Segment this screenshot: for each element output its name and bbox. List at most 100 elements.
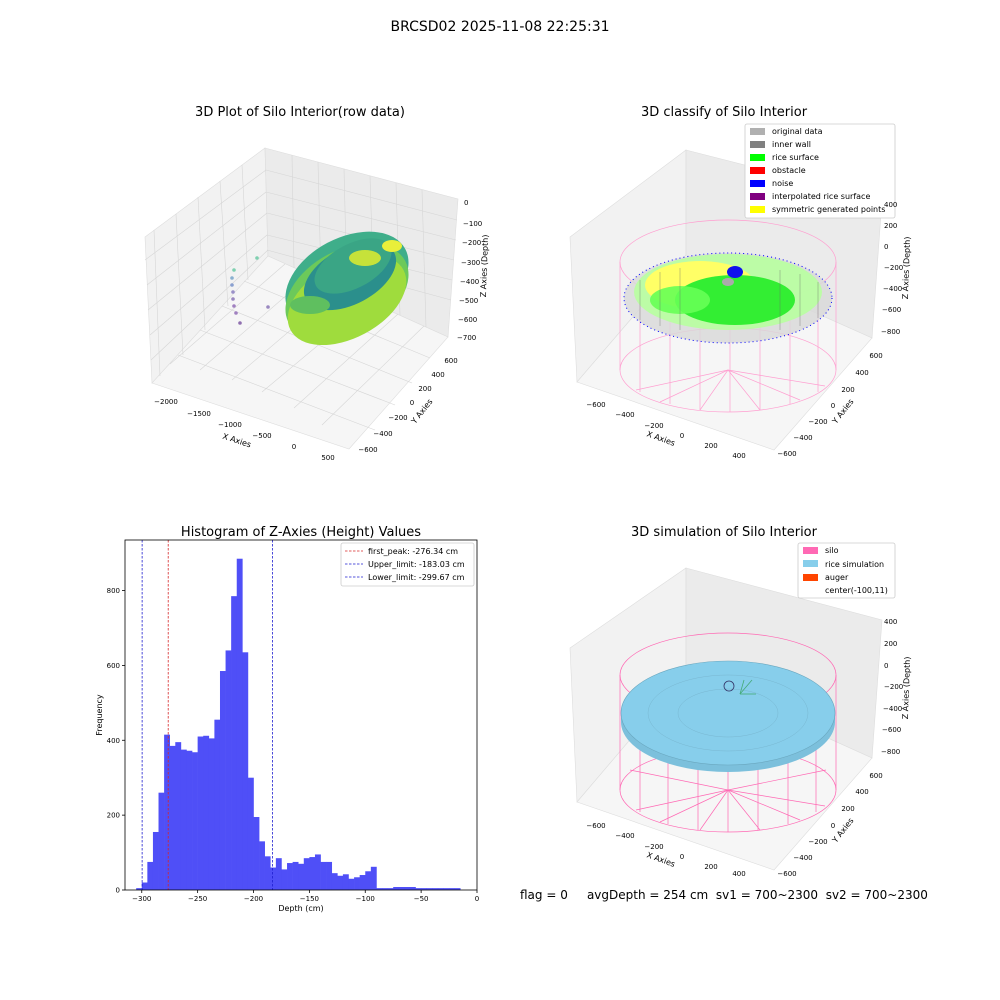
sim-xtick: −600: [586, 822, 605, 830]
raw-ztick: −700: [457, 334, 476, 342]
raw-ytick: 0: [410, 399, 414, 407]
hist-bar: [225, 650, 232, 890]
hist-ytick-label: 600: [107, 662, 120, 670]
raw-xtick: 0: [292, 443, 296, 451]
sim-ztick: −200: [884, 683, 903, 691]
sim-ytick: −200: [808, 838, 827, 846]
sim-ztick: 400: [884, 618, 897, 626]
hist-ytick-label: 200: [107, 812, 120, 820]
legend-swatch: [750, 193, 765, 200]
hist-xtick-label: −200: [244, 895, 263, 903]
hist-bar: [292, 861, 299, 890]
panel-histogram: Histogram of Z-Axies (Height) Values −30…: [95, 525, 479, 913]
classify-z-ticks: 400 200 0 −200 −400 −600 −800: [881, 201, 903, 336]
classify-ztick: −400: [883, 285, 902, 293]
hist-bar: [376, 888, 383, 890]
raw-ztick: −600: [458, 316, 477, 324]
sim-xtick: −400: [615, 832, 634, 840]
legend-label: original data: [772, 127, 823, 136]
legend-swatch: [750, 167, 765, 174]
hist-bar: [393, 887, 400, 890]
hist-vlines: [141, 540, 273, 890]
hist-bar: [387, 888, 394, 890]
status-line: flag = 0 avgDepth = 254 cm sv1 = 700~230…: [520, 888, 928, 902]
hist-xtick-label: −50: [414, 895, 429, 903]
sim-ytick: −600: [777, 870, 796, 878]
hist-bar: [270, 867, 277, 890]
classify-ztick: 0: [884, 243, 888, 251]
sim-ytick: 600: [869, 772, 882, 780]
sim-ytick: 200: [841, 805, 854, 813]
sim-ztick: −400: [883, 705, 902, 713]
hist-bar: [208, 738, 215, 890]
hist-bar: [337, 875, 344, 890]
legend-label: silo: [825, 546, 839, 555]
hist-bar: [331, 873, 338, 890]
raw-xtick: −1000: [218, 421, 242, 429]
hist-bar: [342, 874, 349, 890]
sim-legend: silo rice simulation auger center(-100,1…: [797, 542, 896, 599]
raw-ztick: −400: [460, 278, 479, 286]
hist-bar: [203, 735, 210, 890]
panel-classify-title: 3D classify of Silo Interior: [641, 105, 808, 120]
hist-bar: [443, 888, 450, 890]
hist-bar: [320, 861, 327, 890]
raw-ztick: −100: [463, 220, 482, 228]
hist-bar: [169, 745, 176, 890]
legend-box: [744, 123, 896, 219]
legend-swatch: [750, 180, 765, 187]
hist-title: Histogram of Z-Axies (Height) Values: [181, 525, 421, 540]
hist-bar: [298, 863, 305, 890]
hist-ytick-label: 0: [116, 887, 120, 895]
avg-depth-value: avgDepth = 254 cm: [586, 888, 709, 902]
hist-yticks: 0 200 400 600 800: [107, 587, 125, 895]
hist-bar: [454, 888, 461, 890]
panel-raw-title: 3D Plot of Silo Interior(row data): [195, 105, 405, 120]
classify-ytick: 600: [869, 352, 882, 360]
classify-ytick: −200: [808, 418, 827, 426]
sim-center-marker: [723, 680, 735, 692]
classify-ztick: −800: [881, 328, 900, 336]
hist-bar: [259, 841, 265, 890]
panel-simulation-3d: 3D simulation of Silo Interior silo: [569, 525, 912, 878]
legend-label: first_peak: -276.34 cm: [368, 547, 458, 556]
hist-bar: [382, 888, 388, 890]
hist-bar: [421, 888, 428, 890]
hist-bar: [192, 752, 198, 890]
hist-xtick-label: −100: [356, 895, 375, 903]
raw-xtick: 500: [321, 454, 334, 462]
hist-bar: [314, 854, 321, 890]
classify-points: [623, 252, 833, 344]
hist-bar: [152, 831, 159, 890]
hist-bar: [158, 792, 165, 890]
hist-bar: [186, 750, 193, 890]
hist-bar: [253, 817, 260, 890]
legend-label: rice surface: [772, 153, 819, 162]
classify-xtick: −600: [586, 401, 605, 409]
hist-bar: [164, 734, 170, 890]
sim-ytick: 0: [831, 822, 835, 830]
sim-axes-ticks: −600 −400 −200 0 200 400 −600 −400 −200 …: [586, 772, 882, 878]
sim-xtick: 0: [680, 853, 684, 861]
hist-bar: [303, 858, 310, 890]
hist-bar: [231, 596, 238, 890]
hist-bar: [437, 888, 444, 890]
figure-title: BRCSD02 2025-11-08 22:25:31: [390, 19, 609, 35]
sim-z-ticks: 400 200 0 −200 −400 −600 −800: [881, 618, 903, 756]
raw-ztick: −300: [461, 259, 480, 267]
hist-bar: [359, 875, 366, 890]
legend-label: interpolated rice surface: [772, 192, 870, 201]
raw-zlabel: Z Axies (Depth): [479, 234, 490, 297]
hist-xlabel: Depth (cm): [278, 904, 323, 913]
hist-bar: [365, 871, 372, 890]
pane-grid: [144, 154, 458, 431]
panel-raw-3d: 3D Plot of Silo Interior(row data): [144, 105, 490, 462]
legend-swatch: [750, 141, 765, 148]
sim-ztick: 200: [884, 640, 897, 648]
hist-xticks: −300 −250 −200 −150 −100 −50 0: [132, 890, 479, 903]
hist-bar: [247, 777, 254, 890]
raw-outlier-points: [230, 256, 270, 325]
hist-bar: [354, 877, 360, 890]
sim-xtick: 400: [732, 870, 745, 878]
